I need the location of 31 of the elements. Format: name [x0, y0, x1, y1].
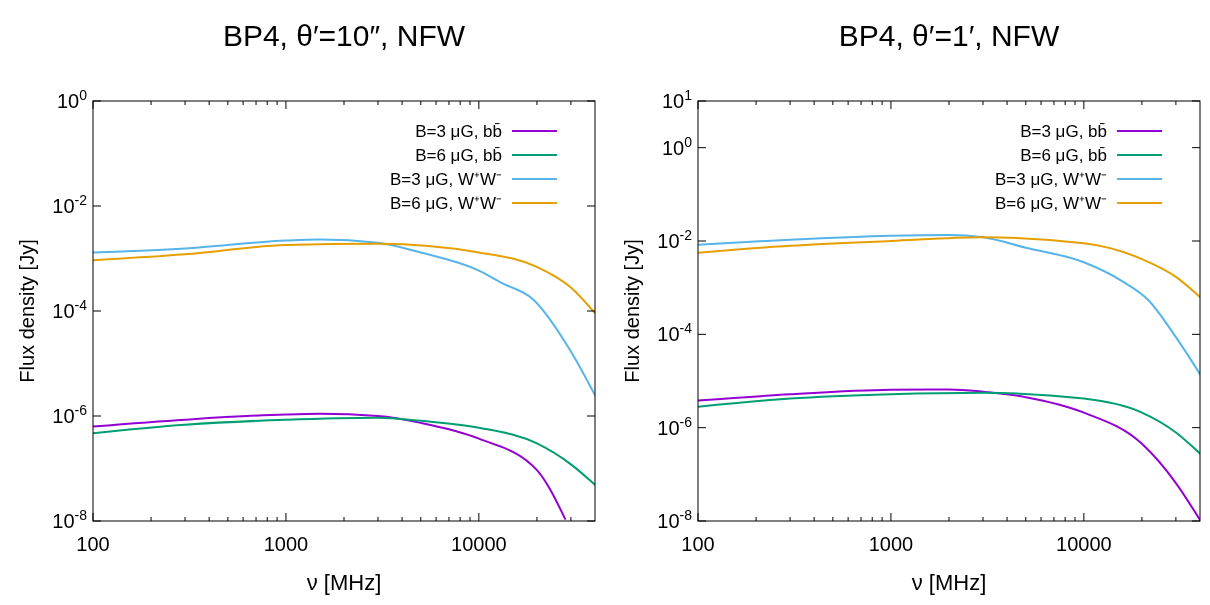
legend-label: B=3 μG, bb̄: [415, 122, 502, 141]
x-tick-label: 10000: [1056, 533, 1112, 555]
y-axis-title: Flux density [Jy]: [16, 239, 38, 383]
legend-label: B=3 μG, W⁺W⁻: [390, 170, 502, 189]
y-tick-label: 10$^{0}$: [661, 133, 693, 159]
x-tick-label: 10000: [451, 533, 507, 555]
x-tick-label: 1000: [868, 533, 914, 555]
legend-label: B=6 μG, W⁺W⁻: [995, 194, 1107, 213]
x-tick-label: 100: [681, 533, 715, 555]
y-tick-label: 10$^{-2}$: [52, 192, 88, 217]
legend-label: B=6 μG, W⁺W⁻: [390, 194, 502, 213]
y-tick-label: 10$^{-2}$: [657, 227, 693, 252]
legend-label: B=3 μG, bb̄: [1020, 122, 1107, 141]
chart-title: BP4, θ′=1′, NFW: [838, 19, 1060, 52]
legend-label: B=6 μG, bb̄: [415, 146, 502, 165]
y-tick-label: 10$^{0}$: [56, 87, 88, 112]
y-tick-label: 10$^{-8}$: [657, 507, 693, 532]
y-tick-label: 10$^{-6}$: [657, 413, 693, 439]
y-tick-label: 10$^{-6}$: [52, 402, 88, 427]
chart-title: BP4, θ′=10″, NFW: [222, 19, 466, 52]
legend-label: B=6 μG, bb̄: [1020, 146, 1107, 165]
x-tick-label: 100: [76, 533, 110, 555]
x-tick-label: 1000: [263, 533, 309, 555]
y-tick-label: 10$^{-4}$: [52, 297, 88, 322]
x-axis-title: ν [MHz]: [306, 570, 382, 595]
x-axis-title: ν [MHz]: [911, 570, 987, 595]
y-axis-title: Flux density [Jy]: [621, 239, 643, 383]
y-tick-label: 10$^{-8}$: [52, 507, 88, 532]
y-tick-label: 10$^{1}$: [661, 87, 693, 112]
legend-label: B=3 μG, W⁺W⁻: [995, 170, 1107, 189]
y-tick-label: 10$^{-4}$: [657, 320, 693, 346]
